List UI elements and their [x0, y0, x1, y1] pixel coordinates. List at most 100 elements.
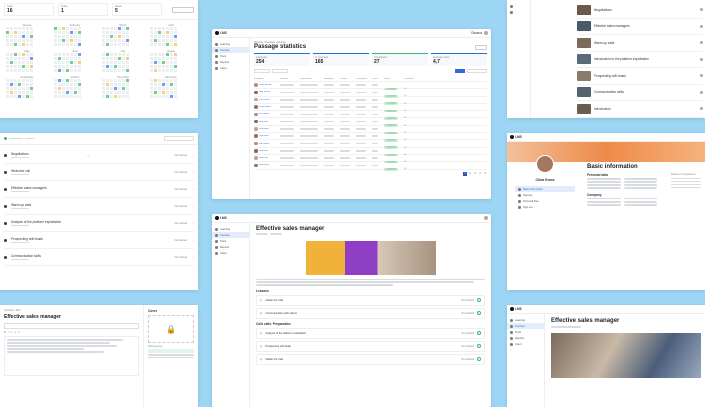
apply-button[interactable] [455, 69, 465, 73]
day-cell[interactable] [74, 95, 77, 98]
day-cell[interactable] [118, 69, 121, 72]
day-cell[interactable] [62, 79, 65, 82]
day-cell[interactable] [166, 35, 169, 38]
day-cell[interactable] [30, 83, 33, 86]
day-cell[interactable] [10, 31, 13, 34]
day-cell[interactable] [14, 69, 17, 72]
day-cell[interactable] [66, 79, 69, 82]
day-cell[interactable] [158, 61, 161, 64]
day-cell[interactable] [150, 43, 153, 46]
day-cell[interactable] [118, 83, 121, 86]
day-cell[interactable] [158, 53, 161, 56]
day-cell[interactable] [174, 57, 177, 60]
day-cell[interactable] [58, 57, 61, 60]
day-cell[interactable] [22, 69, 25, 72]
sidebar-item[interactable] [507, 9, 530, 15]
day-cell[interactable] [62, 39, 65, 42]
day-cell[interactable] [62, 57, 65, 60]
day-cell[interactable] [162, 87, 165, 90]
list-item[interactable]: Communication skills [577, 85, 703, 101]
day-cell[interactable] [122, 53, 125, 56]
day-cell[interactable] [166, 87, 169, 90]
day-cell[interactable] [70, 31, 73, 34]
day-cell[interactable] [26, 57, 29, 60]
day-cell[interactable] [22, 35, 25, 38]
day-cell[interactable] [18, 65, 21, 68]
day-cell[interactable] [126, 79, 129, 82]
day-cell[interactable] [162, 91, 165, 94]
day-cell[interactable] [170, 61, 173, 64]
day-cell[interactable] [78, 53, 81, 56]
day-cell[interactable] [74, 91, 77, 94]
day-cell[interactable] [106, 87, 109, 90]
list-item[interactable]: Prospecting with leads [577, 68, 703, 85]
day-cell[interactable] [18, 87, 21, 90]
day-cell[interactable] [122, 65, 125, 68]
filter-chip[interactable] [25, 137, 35, 140]
day-cell[interactable] [18, 53, 21, 56]
list-item[interactable]: Prospecting with leads Not started › [4, 232, 194, 249]
day-cell[interactable] [30, 31, 33, 34]
day-cell[interactable] [18, 43, 21, 46]
italic-icon[interactable]: I [7, 331, 9, 334]
sidebar-item-reports[interactable]: Reports [212, 244, 249, 250]
table-row[interactable]: Nick Gray Completed ▭ [254, 126, 487, 135]
day-cell[interactable] [30, 79, 33, 82]
day-cell[interactable] [70, 91, 73, 94]
day-cell[interactable] [58, 79, 61, 82]
day-cell[interactable] [122, 91, 125, 94]
day-cell[interactable] [110, 35, 113, 38]
day-cell[interactable] [102, 43, 105, 46]
day-cell[interactable] [114, 65, 117, 68]
day-cell[interactable] [102, 69, 105, 72]
day-cell[interactable] [22, 31, 25, 34]
day-cell[interactable] [102, 91, 105, 94]
day-cell[interactable] [22, 57, 25, 60]
day-cell[interactable] [114, 43, 117, 46]
day-cell[interactable] [154, 57, 157, 60]
day-cell[interactable] [62, 27, 65, 30]
day-cell[interactable] [150, 57, 153, 60]
day-cell[interactable] [166, 27, 169, 30]
day-cell[interactable] [102, 57, 105, 60]
day-cell[interactable] [170, 65, 173, 68]
list-item[interactable]: Welcome call Not started › [4, 164, 194, 181]
day-cell[interactable] [158, 69, 161, 72]
cover-upload[interactable]: 🔒 [148, 315, 194, 343]
day-cell[interactable] [26, 61, 29, 64]
day-cell[interactable] [78, 57, 81, 60]
chevron-right-icon[interactable]: › [193, 255, 194, 259]
day-cell[interactable] [114, 95, 117, 98]
day-cell[interactable] [106, 53, 109, 56]
profile-menu-item[interactable]: Security [515, 192, 575, 198]
day-cell[interactable] [162, 27, 165, 30]
day-cell[interactable] [118, 61, 121, 64]
day-cell[interactable] [18, 91, 21, 94]
date-filter[interactable] [272, 69, 288, 73]
day-cell[interactable] [10, 79, 13, 82]
day-cell[interactable] [74, 43, 77, 46]
day-cell[interactable] [30, 69, 33, 72]
sidebar-item-users[interactable]: Users [212, 250, 249, 256]
day-cell[interactable] [66, 65, 69, 68]
day-cell[interactable] [74, 53, 77, 56]
day-cell[interactable] [150, 79, 153, 82]
table-row[interactable]: Ivan Reed Completed ▭ [254, 140, 487, 149]
day-cell[interactable] [26, 65, 29, 68]
day-cell[interactable] [26, 31, 29, 34]
day-cell[interactable] [70, 35, 73, 38]
day-cell[interactable] [70, 27, 73, 30]
check-circle-icon[interactable] [477, 298, 481, 303]
day-cell[interactable] [54, 53, 57, 56]
day-cell[interactable] [114, 57, 117, 60]
day-cell[interactable] [102, 35, 105, 38]
day-cell[interactable] [150, 35, 153, 38]
certificate-icon[interactable]: ▭ [404, 138, 407, 142]
day-cell[interactable] [154, 53, 157, 56]
day-cell[interactable] [162, 65, 165, 68]
day-cell[interactable] [126, 65, 129, 68]
table-row[interactable]: Adam Brown Completed ▭ [254, 82, 487, 91]
day-cell[interactable] [126, 95, 129, 98]
day-cell[interactable] [6, 27, 9, 30]
day-cell[interactable] [66, 95, 69, 98]
